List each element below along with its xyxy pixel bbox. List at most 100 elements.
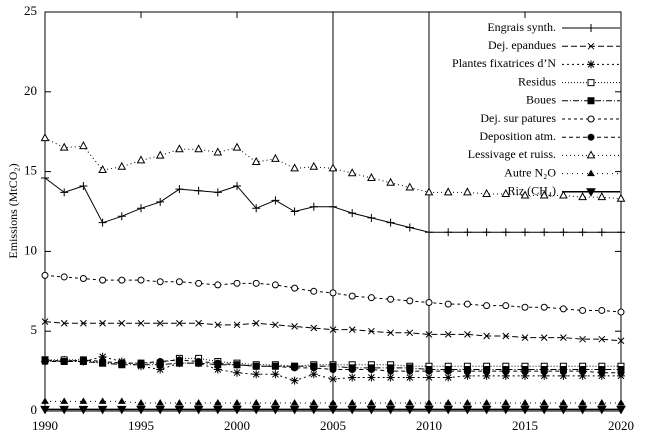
marker [483, 302, 491, 310]
marker [540, 228, 549, 237]
marker [347, 405, 358, 415]
marker [98, 352, 107, 361]
marker [483, 332, 490, 340]
x-tick-label: 2010 [416, 418, 442, 433]
marker [213, 365, 222, 374]
marker [271, 362, 279, 370]
marker [98, 218, 107, 227]
marker [405, 223, 414, 232]
marker [425, 373, 433, 382]
marker [406, 329, 414, 337]
marker [577, 405, 588, 415]
marker [598, 307, 606, 314]
marker [425, 367, 433, 375]
marker [444, 228, 453, 237]
marker [540, 371, 549, 380]
marker [156, 365, 165, 374]
marker [444, 367, 452, 375]
marker [329, 375, 337, 384]
marker [98, 397, 107, 404]
marker [425, 228, 433, 237]
marker [80, 319, 87, 327]
marker [233, 321, 241, 329]
marker [348, 373, 357, 382]
marker [290, 376, 299, 385]
marker [251, 156, 261, 166]
marker [252, 399, 261, 406]
marker [233, 368, 241, 377]
marker [195, 319, 202, 327]
marker [41, 397, 49, 404]
marker [540, 367, 548, 375]
marker [405, 373, 414, 382]
marker [252, 362, 260, 370]
marker [368, 327, 375, 335]
marker [310, 364, 318, 372]
marker [99, 358, 107, 365]
x-tick-label: 2015 [512, 418, 538, 433]
marker [175, 185, 184, 194]
marker [463, 399, 472, 406]
marker [271, 399, 280, 406]
marker [118, 276, 126, 284]
marker [558, 405, 569, 415]
marker [559, 371, 568, 380]
legend-marker [587, 79, 595, 87]
marker [598, 369, 606, 377]
marker [597, 192, 607, 201]
legend-label: Riz (CH₄) [507, 184, 556, 198]
marker [99, 319, 106, 327]
marker [309, 161, 319, 170]
marker [444, 373, 453, 382]
marker [367, 294, 375, 302]
marker [520, 190, 530, 199]
marker [272, 321, 279, 329]
marker [578, 371, 587, 380]
marker [521, 371, 529, 380]
marker [482, 371, 491, 380]
marker [60, 358, 68, 365]
legend-label: Residus [518, 74, 556, 88]
marker [40, 133, 50, 142]
marker [79, 181, 88, 190]
marker [175, 356, 183, 364]
marker [136, 405, 146, 415]
marker [193, 405, 204, 415]
marker [425, 399, 433, 406]
marker [521, 399, 529, 406]
marker [385, 405, 396, 415]
marker [40, 405, 50, 415]
marker [404, 405, 415, 415]
marker [598, 335, 606, 343]
legend-marker [587, 24, 595, 32]
marker [579, 367, 587, 375]
marker [521, 334, 529, 341]
marker [271, 153, 280, 162]
marker [60, 273, 68, 281]
marker [213, 399, 222, 406]
marker [155, 405, 166, 415]
legend-marker [587, 60, 595, 69]
marker [195, 358, 203, 365]
marker [464, 331, 471, 338]
marker [386, 399, 395, 406]
marker [463, 371, 472, 380]
marker [41, 318, 49, 325]
legend-label: Dej. sur patures [480, 111, 556, 125]
marker [501, 228, 510, 237]
marker [443, 187, 453, 196]
marker [156, 197, 165, 206]
marker [501, 399, 510, 406]
marker [291, 364, 299, 372]
marker [252, 319, 260, 327]
marker [367, 172, 376, 181]
marker [252, 370, 261, 379]
legend-marker [586, 188, 596, 197]
marker [367, 213, 376, 222]
y-tick-label: 25 [24, 3, 37, 18]
marker [521, 303, 529, 311]
marker [194, 186, 203, 195]
legend-marker [587, 115, 595, 123]
marker [540, 334, 548, 341]
